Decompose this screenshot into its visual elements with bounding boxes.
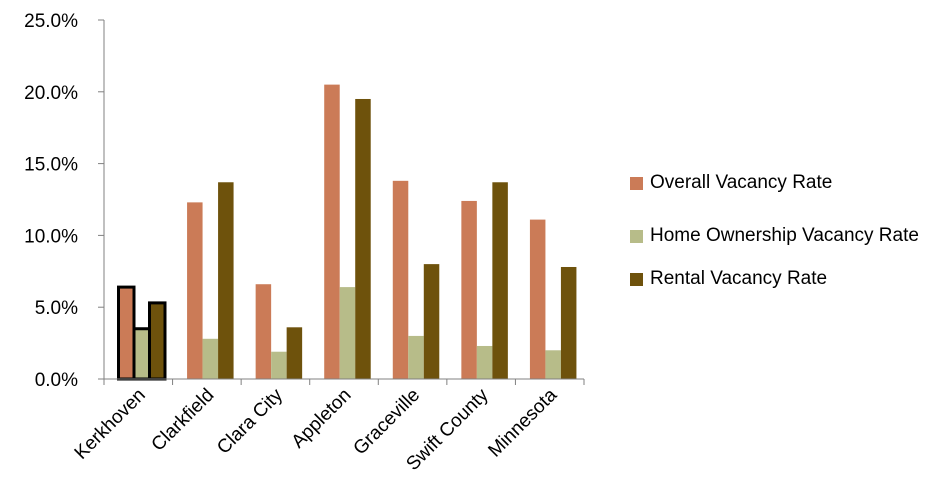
y-tick-label: 10.0% — [24, 226, 78, 247]
y-tick-label: 15.0% — [24, 155, 78, 176]
legend: Overall Vacancy Rate Home Ownership Vaca… — [630, 168, 935, 294]
category-label-appleton: Appleton — [288, 385, 356, 453]
y-tick-label: 0.0% — [35, 370, 78, 391]
bar-kerkhoven-rental-vacancy-rate — [148, 301, 167, 381]
bar-swift-county-home-ownership-vacancy-rate — [476, 345, 493, 379]
category-label-clarkfield: Clarkfield — [148, 385, 219, 456]
legend-item-overall: Overall Vacancy Rate — [630, 168, 935, 198]
legend-swatch-rental — [630, 273, 643, 286]
bar-appleton-home-ownership-vacancy-rate — [339, 287, 356, 379]
y-axis: 0.0% 5.0% 10.0% 15.0% 20.0% 25.0% — [24, 11, 105, 391]
bar-graceville-home-ownership-vacancy-rate — [408, 335, 424, 379]
category-label-clara-city: Clara City — [213, 384, 287, 458]
bar-kerkhoven-home-ownership-vacancy-rate — [132, 327, 151, 381]
y-tick-label: 5.0% — [35, 298, 78, 319]
bar-minnesota-rental-vacancy-rate — [560, 266, 577, 379]
bar-appleton-rental-vacancy-rate — [355, 98, 371, 379]
bar-minnesota-home-ownership-vacancy-rate — [545, 350, 561, 379]
bar-clara-city-rental-vacancy-rate — [286, 327, 303, 379]
bar-graceville-overall-vacancy-rate — [392, 180, 409, 379]
legend-label-rental: Rental Vacancy Rate — [650, 268, 828, 289]
bar-clarkfield-home-ownership-vacancy-rate — [202, 338, 219, 379]
bar-clara-city-overall-vacancy-rate — [255, 284, 272, 379]
bar-graceville-rental-vacancy-rate — [423, 264, 440, 379]
bar-clarkfield-rental-vacancy-rate — [218, 182, 234, 379]
bar-swift-county-rental-vacancy-rate — [492, 182, 508, 379]
bar-clara-city-home-ownership-vacancy-rate — [271, 351, 287, 379]
bar-minnesota-overall-vacancy-rate — [529, 219, 546, 379]
legend-label-overall: Overall Vacancy Rate — [650, 172, 833, 193]
bars — [117, 84, 577, 381]
category-label-kerkhoven: Kerkhoven — [71, 385, 150, 464]
y-tick-label: 25.0% — [24, 11, 78, 32]
legend-label-home-ownership: Home Ownership Vacancy Rate — [650, 225, 919, 246]
category-label-minnesota: Minnesota — [484, 384, 561, 461]
category-label-graceville: Graceville — [350, 385, 425, 460]
y-tick-label: 20.0% — [24, 83, 78, 104]
legend-item-home-ownership: Home Ownership Vacancy Rate — [630, 221, 935, 251]
legend-swatch-overall — [630, 177, 643, 190]
legend-swatch-home-ownership — [630, 230, 643, 243]
bar-appleton-overall-vacancy-rate — [324, 84, 340, 380]
bar-clarkfield-overall-vacancy-rate — [187, 202, 203, 379]
bar-kerkhoven-overall-vacancy-rate — [117, 285, 136, 381]
bar-swift-county-overall-vacancy-rate — [461, 200, 477, 379]
legend-item-rental: Rental Vacancy Rate — [630, 264, 935, 294]
